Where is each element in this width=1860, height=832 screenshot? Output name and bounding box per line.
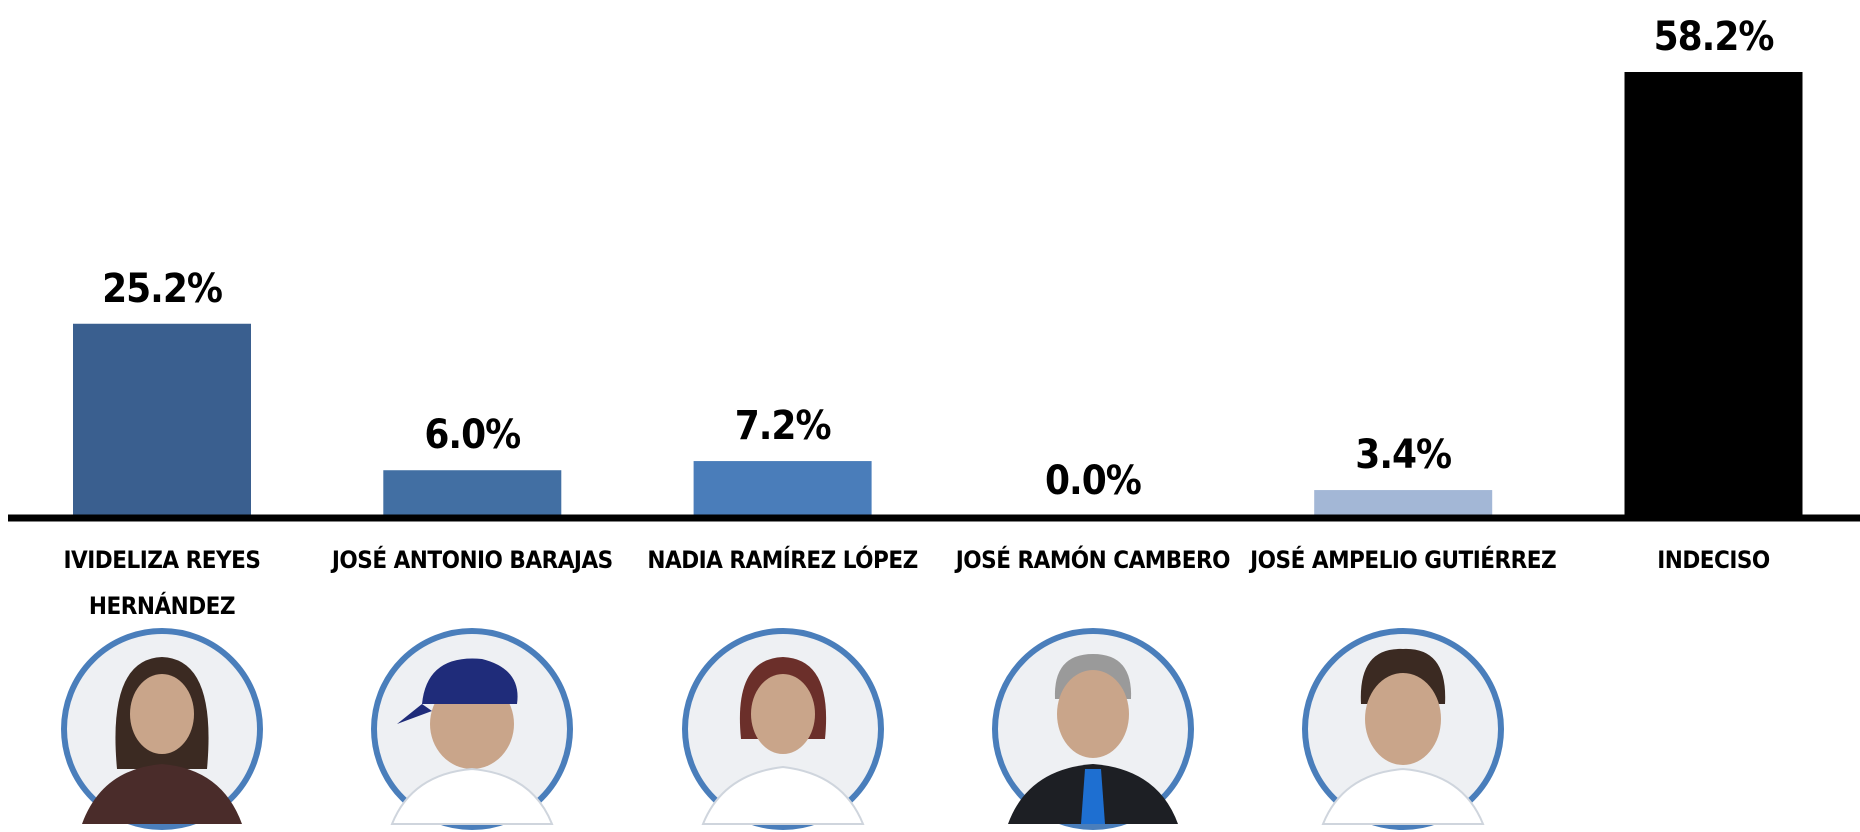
category-label: JOSÉ ANTONIO BARAJAS	[302, 537, 642, 583]
page: 25.2%6.0%7.2%0.0%3.4%58.2% (() => { cons…	[0, 0, 1860, 832]
value-label: 58.2%	[1654, 14, 1774, 60]
value-label: 6.0%	[424, 412, 520, 458]
candidate-photo	[64, 631, 260, 827]
bar	[73, 324, 251, 516]
candidate-photo	[995, 631, 1191, 827]
value-label: 25.2%	[102, 266, 222, 312]
category-label: NADIA RAMÍREZ LÓPEZ	[613, 537, 953, 583]
value-label: 0.0%	[1045, 458, 1141, 504]
candidate-photo	[685, 631, 881, 827]
bar	[1314, 490, 1492, 516]
bar	[694, 461, 872, 516]
photo-head	[751, 674, 815, 754]
value-label: 7.2%	[735, 403, 831, 449]
category-label: IVIDELIZA REYES HERNÁNDEZ	[0, 537, 332, 629]
category-label: JOSÉ AMPELIO GUTIÉRREZ	[1233, 537, 1573, 583]
bar	[383, 470, 561, 516]
photo-head	[1057, 670, 1129, 758]
photo-tie	[1081, 769, 1105, 824]
chart: 25.2% 6.0% 7.2% 0.0% 3.4% 58.2%	[0, 0, 1860, 832]
category-label: INDECISO	[1544, 537, 1860, 583]
candidate-photo	[374, 631, 570, 827]
value-label: 3.4%	[1355, 432, 1451, 478]
category-label: JOSÉ RAMÓN CAMBERO	[923, 537, 1263, 583]
photo-head	[130, 674, 194, 754]
photos	[64, 631, 1501, 827]
photo-head	[1365, 673, 1441, 765]
bar	[1625, 72, 1803, 516]
candidate-photo	[1305, 631, 1501, 827]
